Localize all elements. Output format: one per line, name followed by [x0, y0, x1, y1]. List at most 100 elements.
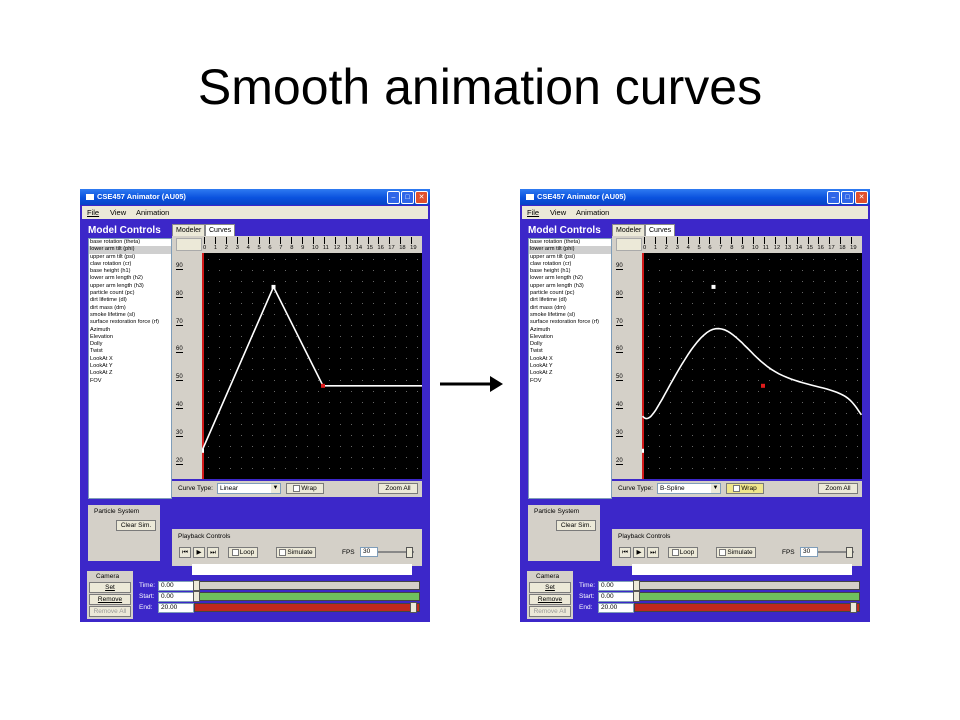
control-point[interactable]	[761, 383, 765, 388]
animation-curve[interactable]	[641, 327, 863, 420]
skip-back-icon[interactable]: ⏮	[179, 547, 191, 558]
start-slider-track[interactable]	[194, 592, 420, 601]
title-bar[interactable]: CSE457 Animator (AU05) – □ ✕	[80, 189, 430, 205]
list-item[interactable]: Twist	[90, 348, 103, 355]
simulate-checkbox[interactable]	[719, 548, 727, 556]
remove-all-cameras-button[interactable]: Remove All	[529, 606, 571, 617]
end-slider-thumb[interactable]	[410, 602, 417, 613]
zoom-all-button[interactable]: Zoom All	[378, 483, 418, 494]
zoom-all-button[interactable]: Zoom All	[818, 483, 858, 494]
simulate-toggle[interactable]: Simulate	[716, 547, 756, 558]
wrap-toggle[interactable]: Wrap	[726, 483, 764, 494]
title-bar[interactable]: CSE457 Animator (AU05) – □ ✕	[520, 189, 870, 205]
control-point[interactable]	[711, 284, 716, 289]
time-ruler[interactable]: 0 1 2 3 4 5 6 7 8 9 10 11 12 13 14 15 16 17 18 19	[612, 236, 862, 253]
list-item[interactable]: LookAt Z	[530, 370, 553, 377]
simulate-checkbox[interactable]	[279, 548, 287, 556]
menu-view[interactable]: View	[550, 208, 567, 217]
skip-forward-icon[interactable]: ⏭	[207, 547, 219, 558]
end-slider-track[interactable]	[194, 603, 420, 612]
control-point[interactable]	[200, 448, 204, 453]
list-item[interactable]: dirt lifetime (dl)	[90, 297, 127, 304]
skip-forward-icon[interactable]: ⏭	[647, 547, 659, 558]
time-input[interactable]: 0.00	[598, 581, 634, 591]
remove-camera-button[interactable]: Remove	[89, 594, 131, 605]
start-slider-thumb[interactable]	[633, 591, 640, 602]
tab-modeler[interactable]: Modeler	[612, 224, 646, 237]
time-marker[interactable]	[642, 253, 644, 479]
chevron-down-icon[interactable]: ▼	[271, 484, 280, 493]
list-item[interactable]: LookAt Y	[530, 363, 553, 370]
list-item[interactable]: base rotation (theta)	[530, 239, 581, 245]
curve-type-select[interactable]: B-Spline ▼	[657, 483, 721, 494]
list-item[interactable]: Azimuth	[530, 326, 551, 333]
list-item[interactable]: upper arm length (h3)	[530, 282, 584, 289]
list-item[interactable]: Azimuth	[90, 326, 111, 333]
menu-file[interactable]: File	[527, 208, 540, 217]
fps-input[interactable]: 30	[360, 547, 378, 557]
clear-sim-button[interactable]: Clear Sim.	[556, 520, 596, 531]
menu-view[interactable]: View	[110, 208, 127, 217]
list-item[interactable]: Twist	[530, 348, 543, 355]
fps-slider-track[interactable]	[378, 551, 414, 553]
play-icon[interactable]: ▶	[633, 547, 645, 558]
chevron-down-icon[interactable]: ▼	[711, 484, 720, 493]
list-item[interactable]: upper arm tilt (psi)	[90, 253, 136, 260]
fps-slider-thumb[interactable]	[406, 547, 413, 558]
list-item[interactable]: lower arm length (h2)	[530, 275, 583, 282]
curve-type-select[interactable]: Linear ▼	[217, 483, 281, 494]
control-point[interactable]	[640, 448, 644, 453]
remove-all-cameras-button[interactable]: Remove All	[89, 606, 131, 617]
curve-plot-svg[interactable]	[200, 253, 422, 479]
set-camera-button[interactable]: Set	[529, 582, 571, 593]
minimize-icon[interactable]: –	[827, 191, 840, 204]
end-slider-track[interactable]	[634, 603, 860, 612]
list-item[interactable]: FOV	[90, 377, 102, 384]
curve-plot-svg[interactable]	[640, 253, 863, 479]
time-slider-thumb[interactable]	[193, 580, 200, 591]
model-controls-list[interactable]: base rotation (theta) lower arm tilt (phi…	[88, 238, 172, 499]
list-item[interactable]: upper arm length (h3)	[90, 282, 144, 289]
end-slider-thumb[interactable]	[850, 602, 857, 613]
list-item[interactable]: FOV	[530, 377, 542, 384]
list-item[interactable]: particle count (pc)	[530, 290, 575, 297]
list-item[interactable]: base rotation (theta)	[90, 239, 141, 245]
start-input[interactable]: 0.00	[158, 592, 194, 602]
skip-back-icon[interactable]: ⏮	[619, 547, 631, 558]
list-item[interactable]: base height (h1)	[530, 268, 571, 275]
fps-input[interactable]: 30	[800, 547, 818, 557]
time-slider-track[interactable]	[634, 581, 860, 590]
wrap-checkbox[interactable]	[293, 484, 301, 492]
start-slider-thumb[interactable]	[193, 591, 200, 602]
set-camera-button[interactable]: Set	[89, 582, 131, 593]
time-slider-thumb[interactable]	[633, 580, 640, 591]
menu-animation[interactable]: Animation	[576, 208, 610, 217]
list-item[interactable]: LookAt X	[530, 355, 553, 362]
list-item[interactable]: claw rotation (cr)	[530, 260, 572, 267]
clear-sim-button[interactable]: Clear Sim.	[116, 520, 156, 531]
list-item[interactable]: claw rotation (cr)	[90, 260, 132, 267]
start-input[interactable]: 0.00	[598, 592, 634, 602]
wrap-checkbox[interactable]	[733, 484, 741, 492]
list-item[interactable]: upper arm tilt (psi)	[530, 253, 576, 260]
list-item[interactable]: dirt lifetime (dl)	[530, 297, 567, 304]
list-item[interactable]: base height (h1)	[90, 268, 131, 275]
maximize-icon[interactable]: □	[401, 191, 414, 204]
list-item[interactable]: LookAt Z	[90, 370, 113, 377]
curve-plot[interactable]	[200, 253, 422, 479]
simulate-toggle[interactable]: Simulate	[276, 547, 316, 558]
list-item[interactable]: lower arm tilt (phi)	[89, 246, 171, 254]
time-slider-track[interactable]	[194, 581, 420, 590]
list-item[interactable]: lower arm length (h2)	[90, 275, 143, 282]
time-ruler[interactable]: 0 1 2 3 4 5 6 7 8 9 10 11 12 13 14 15 16 17 18 19	[172, 236, 422, 253]
list-item[interactable]: Dolly	[90, 341, 103, 348]
curve-plot[interactable]	[640, 253, 863, 479]
menu-file[interactable]: File	[87, 208, 100, 217]
minimize-icon[interactable]: –	[387, 191, 400, 204]
loop-toggle[interactable]: Loop	[228, 547, 258, 558]
start-slider-track[interactable]	[634, 592, 860, 601]
list-item[interactable]: dirt mass (dm)	[90, 304, 126, 311]
list-item[interactable]: surface restoration force (rf)	[530, 319, 600, 326]
list-item[interactable]: Dolly	[530, 341, 543, 348]
list-item[interactable]: lower arm tilt (phi)	[529, 246, 611, 254]
